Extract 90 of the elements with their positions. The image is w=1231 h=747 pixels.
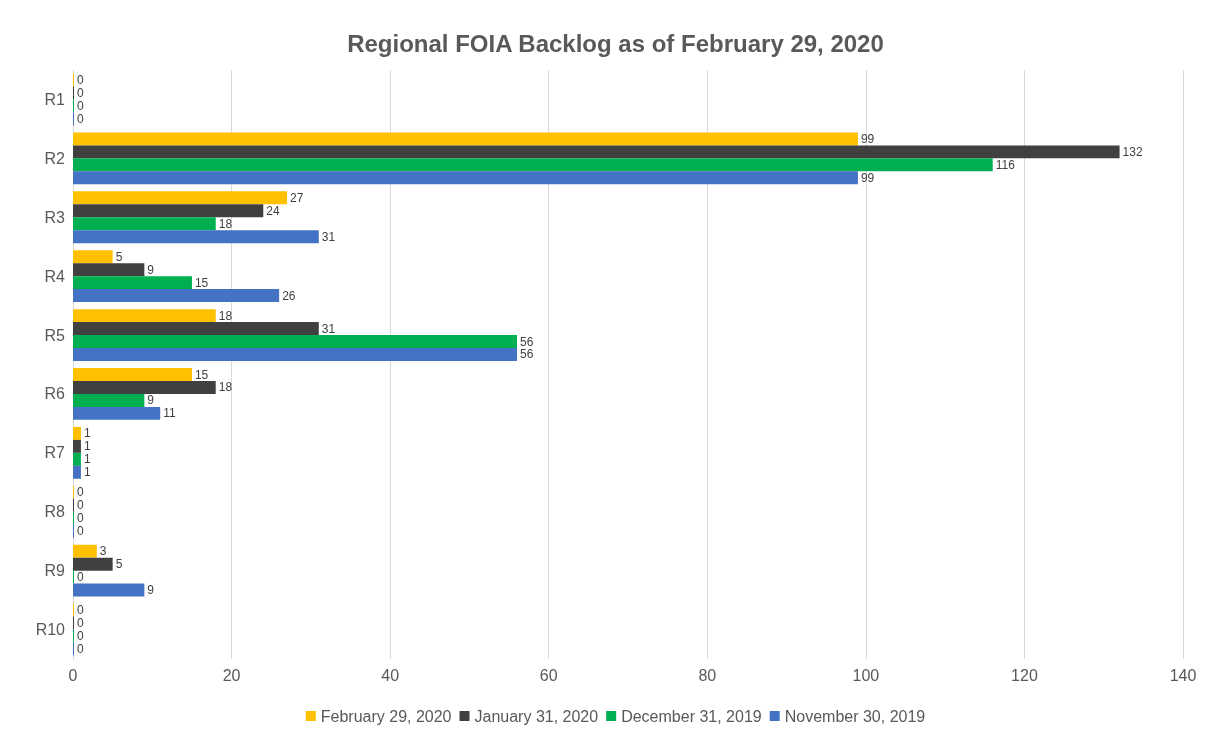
- data-label: 26: [282, 288, 296, 303]
- data-label: 0: [77, 85, 84, 100]
- y-tick-label: R1: [44, 90, 66, 108]
- data-label: 9: [147, 583, 155, 598]
- data-label: 0: [77, 603, 84, 618]
- y-tick-label: R3: [44, 208, 66, 226]
- bar: [73, 426, 81, 440]
- bar: [73, 230, 319, 244]
- data-label: 31: [321, 321, 336, 336]
- data-label: 1: [83, 452, 91, 467]
- data-label: 1: [83, 426, 91, 441]
- bar: [73, 557, 113, 571]
- data-label: 24: [266, 203, 280, 218]
- x-tick-label: 40: [381, 666, 400, 684]
- data-label: 31: [321, 229, 336, 244]
- data-label: 99: [860, 131, 875, 146]
- data-label: 1: [83, 465, 91, 480]
- x-tick-label: 60: [539, 666, 558, 684]
- bar: [73, 452, 81, 466]
- bar: [73, 191, 288, 205]
- bar: [73, 544, 97, 558]
- bar: [73, 583, 145, 597]
- bar: [73, 380, 216, 394]
- data-label: 0: [77, 111, 84, 126]
- data-label: 3: [99, 544, 107, 559]
- y-tick-label: R4: [44, 267, 66, 285]
- bar: [73, 145, 1120, 159]
- legend-label: February 29, 2020: [320, 707, 452, 725]
- y-tick-label: R6: [44, 385, 66, 403]
- bar: [73, 204, 264, 218]
- bar: [73, 439, 81, 453]
- data-label: 132: [1122, 144, 1143, 159]
- data-label: 0: [77, 641, 84, 656]
- data-label: 18: [218, 380, 233, 395]
- data-label: 0: [77, 73, 84, 88]
- data-label: 99: [860, 170, 875, 185]
- data-label: 0: [77, 616, 84, 631]
- x-tick-label: 20: [222, 666, 241, 684]
- bar: [73, 406, 161, 420]
- data-label: 0: [77, 98, 84, 113]
- bar: [73, 322, 319, 336]
- bar: [73, 132, 858, 146]
- data-label: 18: [218, 216, 233, 231]
- y-tick-label: R10: [35, 621, 66, 639]
- bar: [73, 250, 113, 264]
- bar: [73, 171, 858, 185]
- data-label: 56: [520, 347, 534, 362]
- y-tick-label: R7: [44, 444, 66, 462]
- data-label: 5: [115, 557, 123, 572]
- bar: [73, 465, 81, 479]
- bar: [73, 393, 145, 407]
- data-label: 9: [147, 393, 155, 408]
- data-label: 0: [77, 498, 84, 513]
- data-label: 0: [77, 524, 84, 539]
- data-label: 11: [163, 406, 176, 421]
- y-tick-label: R2: [44, 149, 66, 167]
- data-label: 0: [77, 511, 84, 526]
- data-label: 56: [520, 334, 534, 349]
- x-tick-label: 80: [698, 666, 717, 684]
- legend-label: December 31, 2019: [621, 707, 762, 725]
- y-tick-label: R8: [44, 503, 66, 521]
- x-tick-label: 140: [1169, 666, 1197, 684]
- data-label: 0: [77, 570, 84, 585]
- bar: [73, 276, 192, 290]
- bar: [73, 335, 517, 349]
- bar: [73, 217, 216, 231]
- data-label: 0: [77, 629, 84, 644]
- data-label: 15: [194, 367, 209, 382]
- data-label: 116: [995, 157, 1016, 172]
- y-tick-label: R5: [44, 326, 66, 344]
- data-label: 9: [147, 262, 155, 277]
- x-tick-label: 120: [1011, 666, 1038, 684]
- bar: [73, 289, 280, 303]
- data-label: 0: [77, 485, 84, 500]
- data-label: 1: [83, 439, 91, 454]
- data-label: 5: [115, 249, 123, 264]
- data-label: 18: [218, 308, 233, 323]
- data-label: 27: [290, 190, 304, 205]
- bar: [73, 309, 216, 323]
- bar: [73, 348, 517, 361]
- legend-label: January 31, 2020: [474, 707, 599, 725]
- data-label: 15: [194, 275, 209, 290]
- x-tick-label: 100: [852, 666, 880, 684]
- legend-label: November 30, 2019: [784, 707, 926, 725]
- bar: [73, 368, 192, 381]
- bar: [73, 158, 993, 172]
- x-tick-label: 0: [68, 666, 78, 684]
- y-tick-label: R9: [44, 562, 66, 580]
- chart-title: Regional FOIA Backlog as of February 29, 2020: [347, 29, 884, 57]
- bar: [73, 263, 145, 277]
